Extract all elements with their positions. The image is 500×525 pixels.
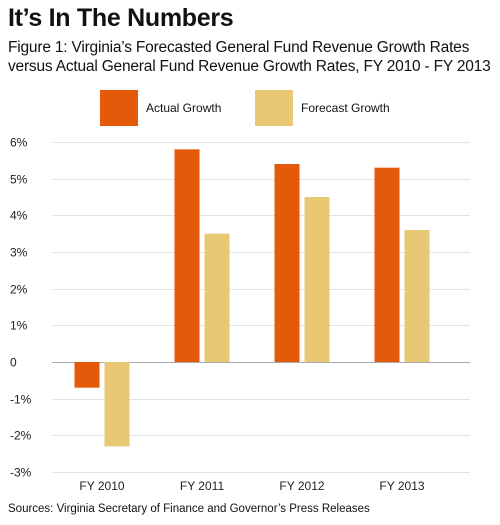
y-tick-label: 4% — [10, 209, 28, 223]
legend-label-actual: Actual Growth — [146, 101, 222, 115]
bar-forecast-fy-2010 — [104, 362, 130, 447]
y-tick-label: -3% — [10, 466, 32, 480]
bar-forecast-fy-2012 — [304, 197, 330, 362]
bar-actual-fy-2012 — [274, 164, 300, 362]
y-tick-label: 3% — [10, 246, 28, 260]
legend-item-actual: Actual Growth — [100, 90, 221, 126]
y-tick-label: 1% — [10, 319, 28, 333]
x-tick-label: FY 2012 — [279, 479, 324, 493]
y-tick-label: 5% — [10, 173, 28, 187]
bar-forecast-fy-2011 — [204, 233, 230, 362]
y-tick-label: 2% — [10, 283, 28, 297]
bar-actual-fy-2013 — [374, 167, 400, 362]
source-note: Sources: Virginia Secretary of Finance a… — [8, 503, 370, 515]
legend: Actual Growth Forecast Growth — [100, 90, 420, 126]
y-tick-label: -1% — [10, 393, 32, 407]
bar-forecast-fy-2013 — [404, 230, 430, 362]
chart-title: It’s In The Numbers — [8, 4, 234, 32]
y-tick-label: -2% — [10, 429, 32, 443]
x-tick-label: FY 2013 — [379, 479, 424, 493]
y-tick-label: 6% — [10, 136, 28, 150]
legend-item-forecast: Forecast Growth — [255, 90, 390, 126]
bar-actual-fy-2011 — [174, 149, 200, 362]
legend-swatch-forecast — [255, 90, 293, 126]
legend-swatch-actual — [100, 90, 138, 126]
bar-actual-fy-2010 — [74, 362, 100, 388]
x-tick-label: FY 2010 — [79, 479, 124, 493]
x-tick-label: FY 2011 — [180, 479, 225, 493]
chart-subtitle: Figure 1: Virginia’s Forecasted General … — [8, 39, 491, 75]
y-tick-label: 0 — [10, 356, 17, 370]
legend-label-forecast: Forecast Growth — [301, 101, 390, 115]
